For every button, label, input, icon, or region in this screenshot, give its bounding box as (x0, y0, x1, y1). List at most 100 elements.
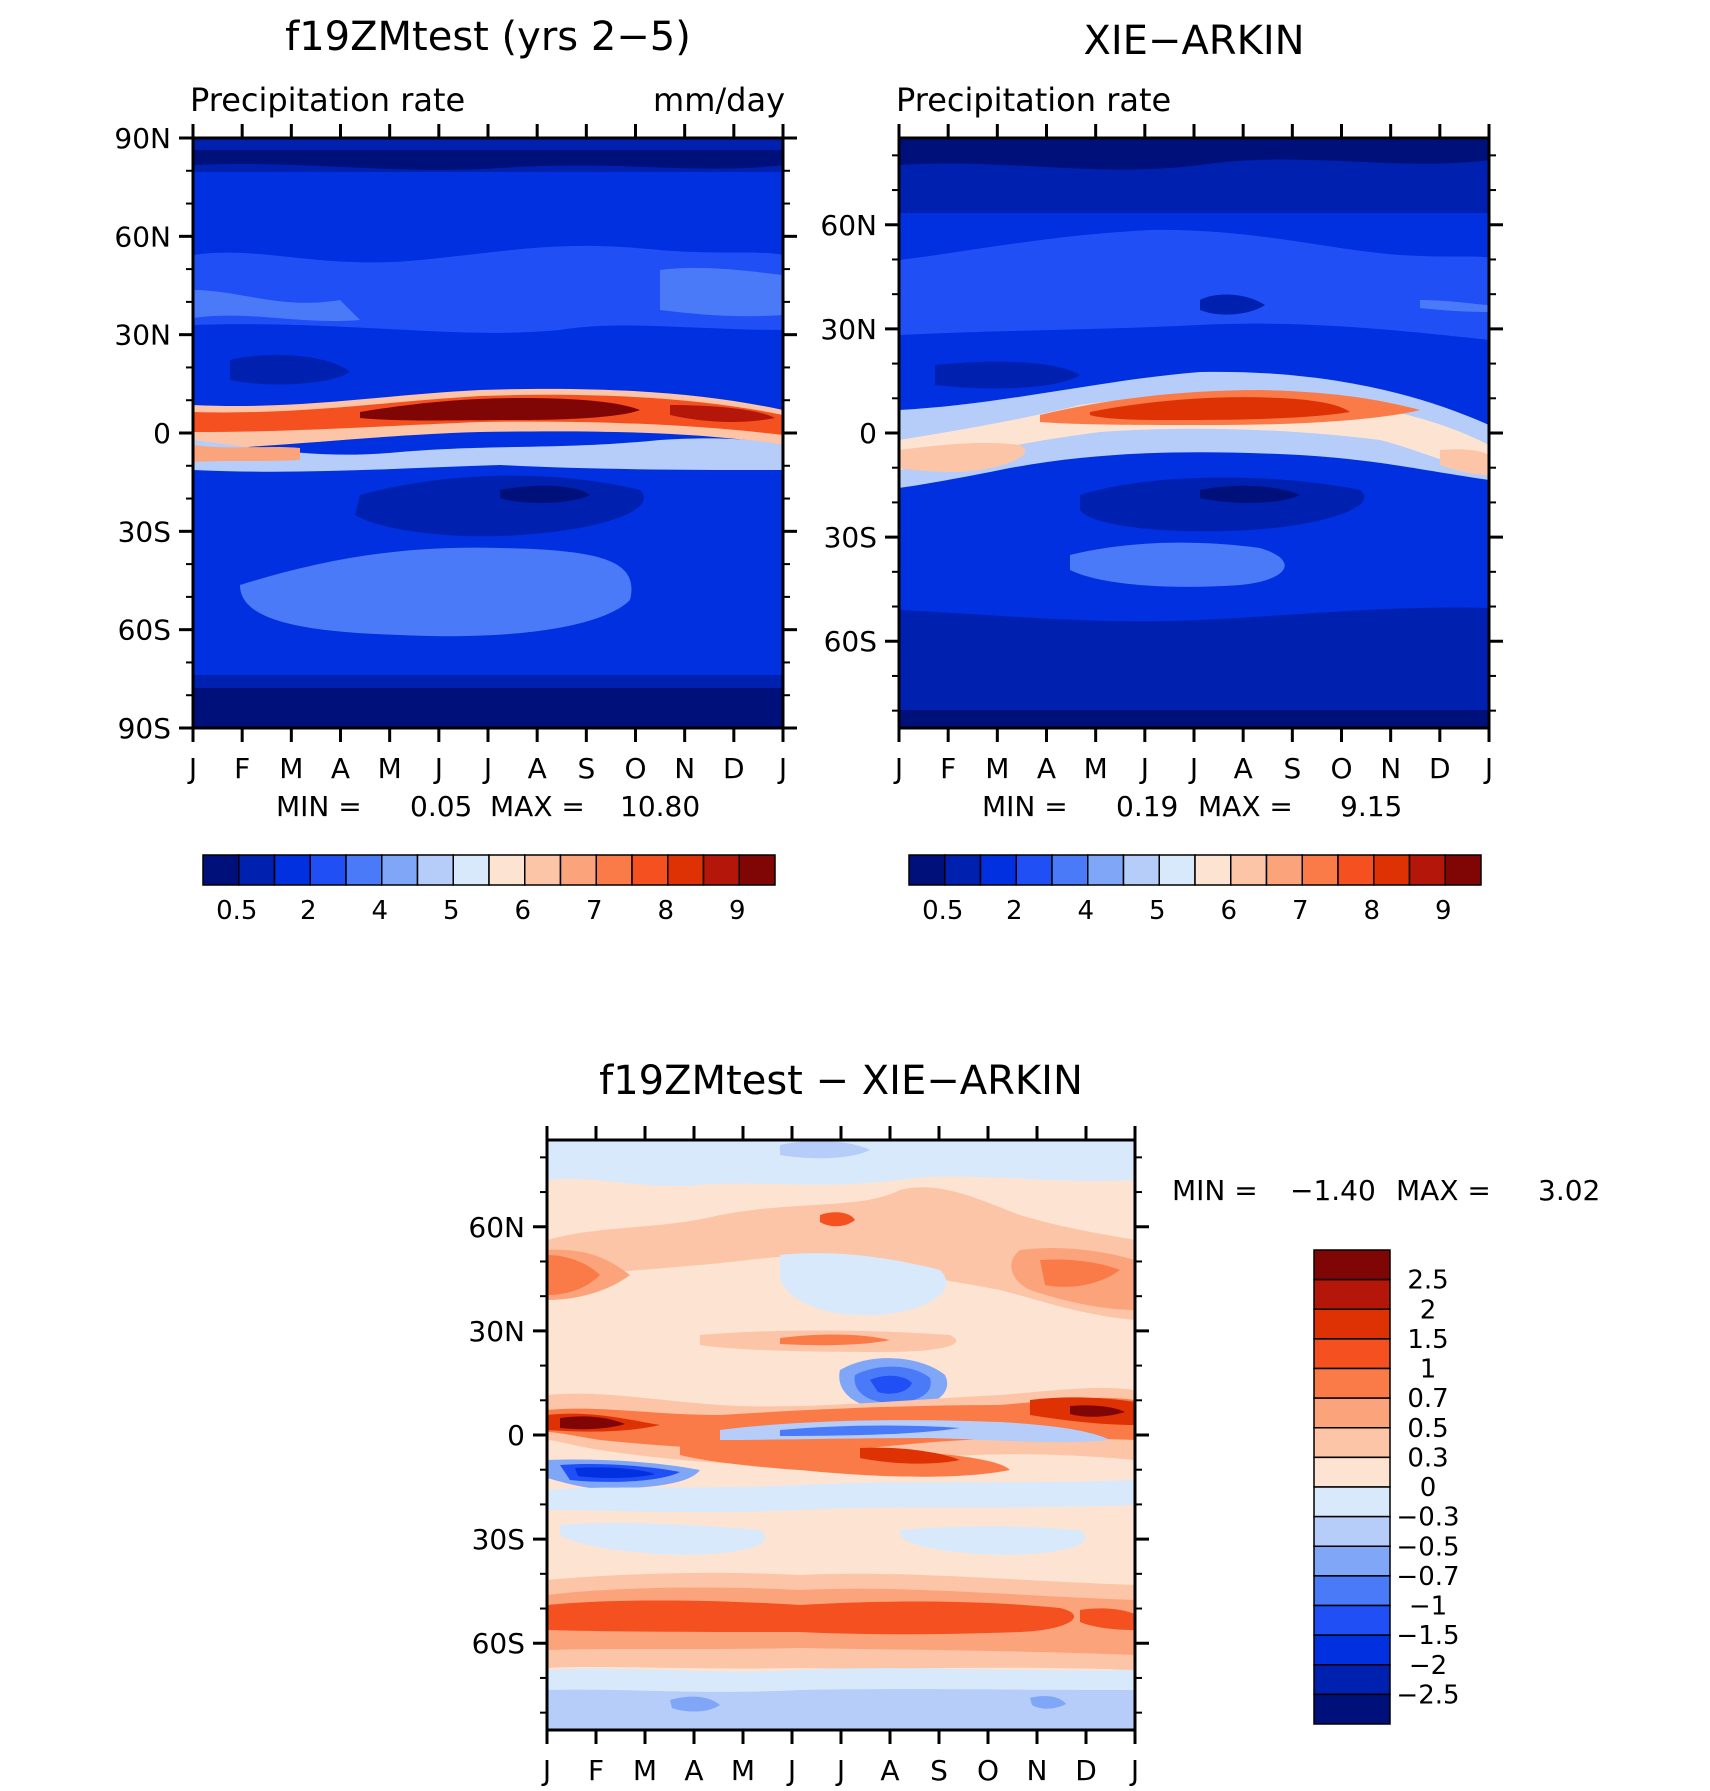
field-south-light-blob (240, 547, 632, 637)
field-band-n-dark (935, 361, 1080, 389)
field-s-red (860, 1447, 960, 1464)
panel-model-min-label: MIN = (276, 790, 362, 823)
field-s-blue-band (547, 1480, 1135, 1513)
colorbar-label: −1 (1409, 1592, 1447, 1622)
y-tick-label: 90S (118, 712, 171, 745)
panel-obs-min-value: 0.19 (1116, 790, 1178, 823)
x-tick-label: A (1234, 752, 1253, 785)
panel-model-units: mm/day (653, 81, 785, 119)
field-eq-blue-streak2 (780, 1425, 960, 1436)
x-tick-label: A (1037, 752, 1056, 785)
x-tick-label: J (893, 752, 903, 785)
field-spole-mid (899, 607, 1489, 728)
colorbar-label: 5 (443, 896, 460, 926)
colorbar-label: 0.3 (1407, 1443, 1448, 1473)
colorbar-swatch (1444, 854, 1482, 886)
field-itcz-core-east (670, 405, 775, 422)
x-tick-label: J (777, 752, 787, 785)
x-tick-label: F (940, 752, 956, 785)
colorbar-label: 2 (1420, 1295, 1437, 1325)
y-tick-label: 0 (507, 1419, 525, 1452)
colorbar-swatch (273, 854, 311, 886)
x-tick-label: J (1188, 752, 1198, 785)
field-top-blue2 (780, 1140, 870, 1159)
field-eq-band-red (547, 1397, 1135, 1432)
colorbar-swatch (1230, 854, 1268, 886)
x-tick-label: J (541, 1754, 551, 1787)
colorbar-label: 0.7 (1407, 1384, 1448, 1414)
field-south-band-orange (193, 445, 300, 462)
field-itcz-core (1090, 397, 1350, 420)
colorbar-swatch (1313, 1515, 1391, 1547)
panel-diff-y-axis: 60N 30N 0 30S 60S (468, 1156, 1149, 1714)
field-itcz-core (360, 398, 640, 421)
field-spole-dark (899, 710, 1489, 728)
colorbar-swatch (1313, 1278, 1391, 1310)
field-band-n-dark (230, 354, 350, 385)
y-tick-label: 60S (472, 1627, 525, 1660)
colorbar-swatch (944, 854, 982, 886)
x-tick-label: A (528, 752, 547, 785)
y-tick-label: 0 (859, 417, 877, 450)
x-tick-label: J (433, 752, 443, 785)
y-tick-label: 30N (820, 313, 877, 346)
panel-model-subtitle: Precipitation rate (190, 81, 465, 119)
field-band-n-light (1420, 300, 1489, 312)
colorbar-swatch (1373, 854, 1411, 886)
panel-diff-max-label: MAX = (1396, 1174, 1491, 1207)
x-tick-label: J (187, 752, 197, 785)
y-tick-label: 60S (118, 614, 171, 647)
y-tick-label: 60N (468, 1211, 525, 1244)
colorbar-label: 0 (1420, 1473, 1437, 1503)
colorbar-swatch (1313, 1604, 1391, 1636)
colorbar-label: 8 (657, 896, 674, 926)
panel-obs-field (899, 138, 1489, 728)
colorbar-swatch (595, 854, 633, 886)
y-tick-label: 0 (153, 417, 171, 450)
panel-diff-max-value: 3.02 (1538, 1174, 1600, 1207)
field-10s-blue-core (575, 1467, 655, 1479)
field-s-orange (680, 1442, 1010, 1477)
colorbar-swatch (309, 854, 347, 886)
colorbar-label: 1 (1420, 1355, 1437, 1385)
field-n-dot (820, 1212, 855, 1227)
colorbar-swatch (738, 854, 776, 886)
colorbar-label: 9 (1435, 896, 1452, 926)
panel-obs-max-value: 9.15 (1340, 790, 1402, 823)
colorbar-label: 6 (1220, 896, 1237, 926)
colorbar-label: −1.5 (1396, 1621, 1459, 1651)
x-tick-label: M (985, 752, 1009, 785)
colorbar-swatch (1122, 854, 1160, 886)
panel-obs-min-label: MIN = (982, 790, 1068, 823)
colorbar-label: 4 (371, 896, 388, 926)
x-tick-label: D (723, 752, 745, 785)
field-south-east-peach (1440, 449, 1489, 475)
y-tick-label: 60N (820, 209, 877, 242)
field-band-north-dark (193, 150, 783, 170)
x-tick-label: O (977, 1754, 999, 1787)
field-south-dark-core (500, 485, 590, 503)
colorbar-swatch (1313, 1664, 1391, 1696)
colorbar-swatch (416, 854, 454, 886)
colorbar-label: 7 (586, 896, 603, 926)
colorbar-swatch (1408, 854, 1446, 886)
x-tick-label: O (624, 752, 646, 785)
panel-model-min-value: 0.05 (410, 790, 472, 823)
colorbar-label: 6 (514, 896, 531, 926)
field-top-blue (547, 1140, 1135, 1187)
colorbar-label: 7 (1292, 896, 1309, 926)
colorbar-label: −0.5 (1396, 1532, 1459, 1562)
x-tick-label: A (880, 1754, 899, 1787)
panel-model-y-axis: 90N 60N 30N 0 30S 60S 90S (114, 122, 797, 745)
colorbar-swatch (1051, 854, 1089, 886)
x-tick-label: N (1027, 1754, 1048, 1787)
colorbar-label: 1.5 (1407, 1325, 1448, 1355)
panel-diff-title: f19ZMtest − XIE−ARKIN (599, 1058, 1083, 1104)
colorbar-label: 2 (1006, 896, 1023, 926)
colorbar-swatch (1313, 1338, 1391, 1370)
panel-model-max-value: 10.80 (620, 790, 700, 823)
colorbar-swatch (908, 854, 946, 886)
x-tick-label: J (1129, 1754, 1139, 1787)
field-spole-dark (193, 675, 783, 690)
